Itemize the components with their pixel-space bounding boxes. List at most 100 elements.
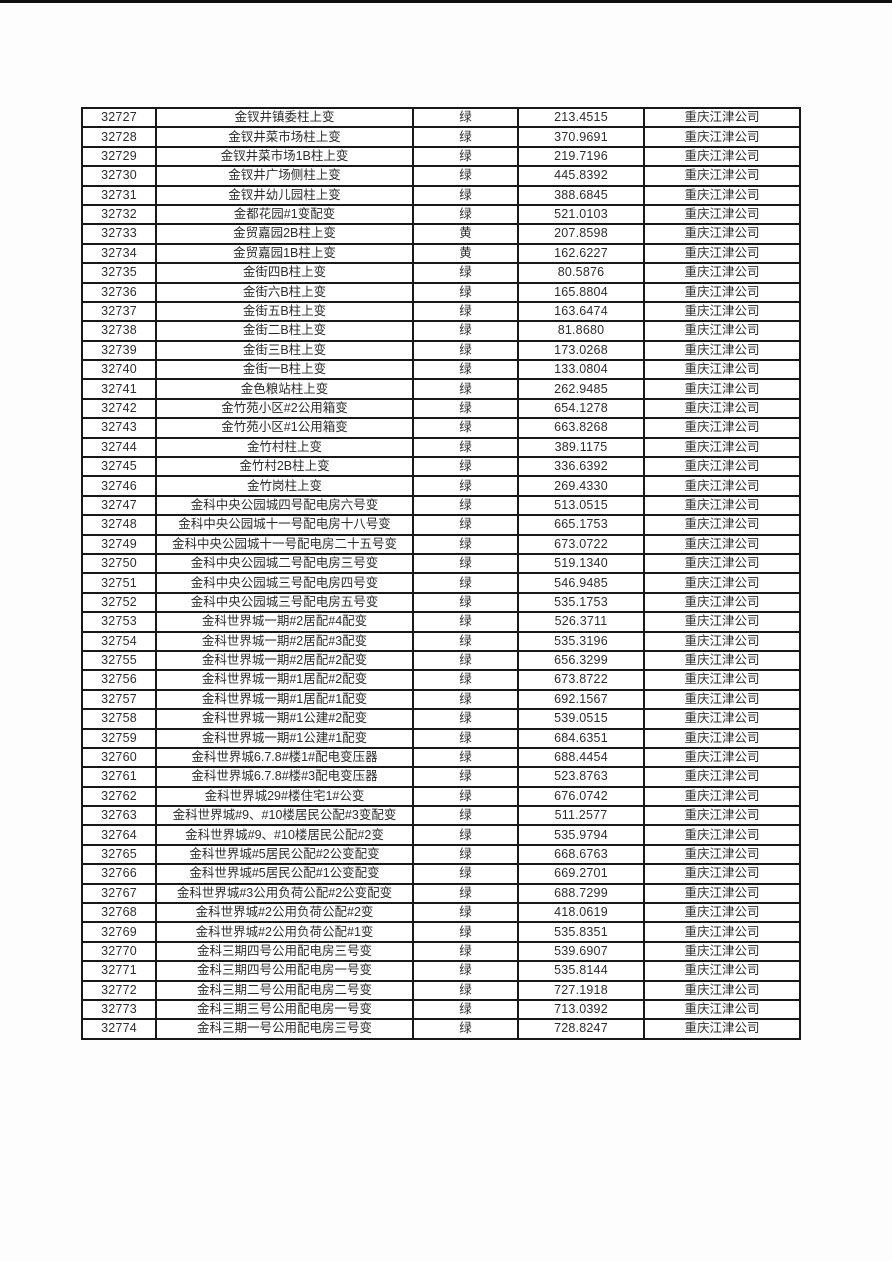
cell-name: 金竹苑小区#1公用箱变 (155, 417, 414, 439)
cell-id: 32744 (81, 436, 157, 459)
cell-value: 370.9691 (517, 126, 645, 148)
cell-value: 656.3299 (517, 649, 645, 672)
cell-status: 绿 (412, 339, 519, 362)
cell-value: 684.6351 (517, 727, 645, 749)
cell-company: 重庆江津公司 (643, 882, 801, 905)
cell-name: 金科中央公园城四号配电房六号变 (155, 494, 414, 517)
cell-name: 金钗井菜市场柱上变 (155, 126, 414, 148)
cell-id: 32756 (81, 669, 157, 691)
cell-id: 32735 (81, 262, 157, 284)
cell-company: 重庆江津公司 (643, 708, 801, 730)
cell-status: 绿 (412, 766, 519, 788)
cell-name: 金科中央公园城三号配电房五号变 (155, 591, 414, 614)
cell-value: 727.1918 (517, 979, 645, 1001)
cell-value: 535.8144 (517, 960, 645, 982)
cell-status: 绿 (412, 708, 519, 730)
cell-name: 金科世界城6.7.8#楼1#配电变压器 (155, 746, 414, 769)
cell-value: 535.9794 (517, 824, 645, 846)
cell-company: 重庆江津公司 (643, 378, 801, 400)
cell-name: 金竹苑小区#2公用箱变 (155, 397, 414, 420)
cell-name: 金科世界城29#楼住宅1#公变 (155, 785, 414, 808)
table-row: 32763 金科世界城#9、#10楼居民公配#3变配变绿 511.2577 重庆江津公… (81, 805, 801, 827)
table-row: 32740 金街一B柱上变绿 133.0804 重庆江津公司 (81, 359, 801, 381)
cell-company: 重庆江津公司 (643, 126, 801, 148)
cell-status: 绿 (412, 940, 519, 963)
cell-company: 重庆江津公司 (643, 998, 801, 1021)
cell-id: 32772 (81, 979, 157, 1001)
cell-company: 重庆江津公司 (643, 649, 801, 672)
cell-id: 32731 (81, 184, 157, 206)
cell-company: 重庆江津公司 (643, 940, 801, 963)
cell-status: 绿 (412, 882, 519, 905)
cell-id: 32761 (81, 766, 157, 788)
cell-status: 绿 (412, 300, 519, 323)
cell-id: 32741 (81, 378, 157, 400)
cell-status: 绿 (412, 921, 519, 943)
cell-status: 绿 (412, 552, 519, 575)
cell-id: 32738 (81, 320, 157, 342)
table-row: 32761 金科世界城6.7.8#楼#3配电变压器绿 523.8763 重庆江津公司 (81, 766, 801, 788)
cell-company: 重庆江津公司 (643, 552, 801, 575)
table-row: 32756 金科世界城一期#1居配#2配变绿 673.8722 重庆江津公司 (81, 669, 801, 691)
cell-status: 绿 (412, 436, 519, 459)
cell-value: 728.8247 (517, 1018, 645, 1040)
cell-status: 绿 (412, 901, 519, 924)
cell-id: 32750 (81, 552, 157, 575)
cell-value: 80.5876 (517, 262, 645, 284)
table-row: 32745 金竹村2B柱上变绿 336.6392 重庆江津公司 (81, 456, 801, 478)
cell-value: 676.0742 (517, 785, 645, 808)
table-row: 32755 金科世界城一期#2居配#2配变绿 656.3299 重庆江津公司 (81, 649, 801, 672)
cell-name: 金街二B柱上变 (155, 320, 414, 342)
cell-name: 金科中央公园城十一号配电房十八号变 (155, 514, 414, 536)
cell-value: 173.0268 (517, 339, 645, 362)
cell-status: 绿 (412, 688, 519, 711)
cell-status: 绿 (412, 359, 519, 381)
cell-name: 金街四B柱上变 (155, 262, 414, 284)
cell-value: 219.7196 (517, 145, 645, 168)
cell-status: 绿 (412, 106, 519, 129)
cell-status: 黄 (412, 242, 519, 265)
cell-name: 金街五B柱上变 (155, 300, 414, 323)
cell-value: 207.8598 (517, 223, 645, 245)
cell-id: 32745 (81, 456, 157, 478)
cell-status: 绿 (412, 417, 519, 439)
cell-id: 32747 (81, 494, 157, 517)
cell-value: 389.1175 (517, 436, 645, 459)
cell-id: 32754 (81, 630, 157, 652)
cell-id: 32727 (81, 106, 157, 129)
cell-id: 32746 (81, 475, 157, 497)
cell-value: 163.6474 (517, 300, 645, 323)
cell-status: 绿 (412, 514, 519, 536)
cell-company: 重庆江津公司 (643, 494, 801, 517)
cell-value: 668.6763 (517, 843, 645, 866)
cell-id: 32769 (81, 921, 157, 943)
cell-name: 金科世界城一期#1公建#2配变 (155, 708, 414, 730)
cell-id: 32755 (81, 649, 157, 672)
cell-name: 金科三期一号公用配电房三号变 (155, 1018, 414, 1040)
cell-id: 32737 (81, 300, 157, 323)
cell-company: 重庆江津公司 (643, 688, 801, 711)
table-row: 32742 金竹苑小区#2公用箱变绿 654.1278 重庆江津公司 (81, 397, 801, 420)
cell-status: 绿 (412, 281, 519, 303)
cell-status: 绿 (412, 998, 519, 1021)
cell-company: 重庆江津公司 (643, 785, 801, 808)
cell-status: 绿 (412, 863, 519, 885)
cell-value: 673.8722 (517, 669, 645, 691)
cell-status: 绿 (412, 456, 519, 478)
cell-name: 金科三期三号公用配电房一号变 (155, 998, 414, 1021)
cell-status: 绿 (412, 746, 519, 769)
table-row: 32750 金科中央公园城二号配电房三号变绿 519.1340 重庆江津公司 (81, 552, 801, 575)
cell-company: 重庆江津公司 (643, 921, 801, 943)
cell-status: 绿 (412, 727, 519, 749)
cell-status: 绿 (412, 145, 519, 168)
table-row: 32774 金科三期一号公用配电房三号变绿 728.8247 重庆江津公司 (81, 1018, 801, 1040)
cell-id: 32768 (81, 901, 157, 924)
cell-id: 32730 (81, 165, 157, 187)
table-row: 32736 金街六B柱上变绿 165.8804 重庆江津公司 (81, 281, 801, 303)
cell-id: 32753 (81, 611, 157, 633)
table-row: 32741 金色粮站柱上变绿 262.9485 重庆江津公司 (81, 378, 801, 400)
cell-company: 重庆江津公司 (643, 242, 801, 265)
cell-value: 513.0515 (517, 494, 645, 517)
cell-value: 654.1278 (517, 397, 645, 420)
cell-id: 32740 (81, 359, 157, 381)
